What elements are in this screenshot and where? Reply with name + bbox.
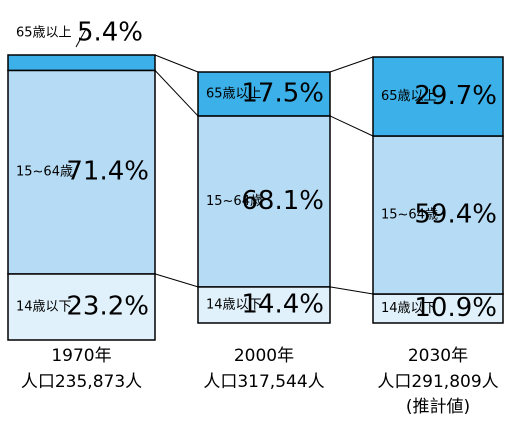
note-label: (推計値) <box>406 397 470 417</box>
value-label: 14.4% <box>241 289 324 319</box>
value-label: 17.5% <box>241 78 324 108</box>
population-label: 人口317,544人 <box>203 372 324 392</box>
connector <box>330 116 373 136</box>
category-label: 2000年 <box>234 346 294 366</box>
segment-name: 65歳以上 <box>16 26 72 41</box>
value-label: 29.7% <box>414 81 497 111</box>
connector <box>330 57 373 72</box>
value-label: 68.1% <box>241 186 324 216</box>
population-label: 人口291,809人 <box>377 372 498 392</box>
category-label: 1970年 <box>51 346 111 366</box>
value-label: 10.9% <box>414 293 497 323</box>
connector <box>155 274 198 287</box>
value-label: 71.4% <box>66 157 149 187</box>
value-label: 5.4% <box>77 18 143 48</box>
chart: 14歳以下23.2% 15~64歳71.4% 65歳以上 5.4% 1970年人口235… <box>0 0 505 425</box>
population-label: 人口235,873人 <box>21 372 142 392</box>
connector <box>155 55 198 72</box>
segment-name: 15~64歳 <box>16 165 73 180</box>
value-label: 59.4% <box>414 200 497 230</box>
bar-segment <box>8 55 155 70</box>
value-label: 23.2% <box>66 291 149 321</box>
category-label: 2030年 <box>408 346 468 366</box>
connector <box>330 287 373 294</box>
connector <box>155 70 198 116</box>
segment-name: 14歳以下 <box>16 299 72 314</box>
